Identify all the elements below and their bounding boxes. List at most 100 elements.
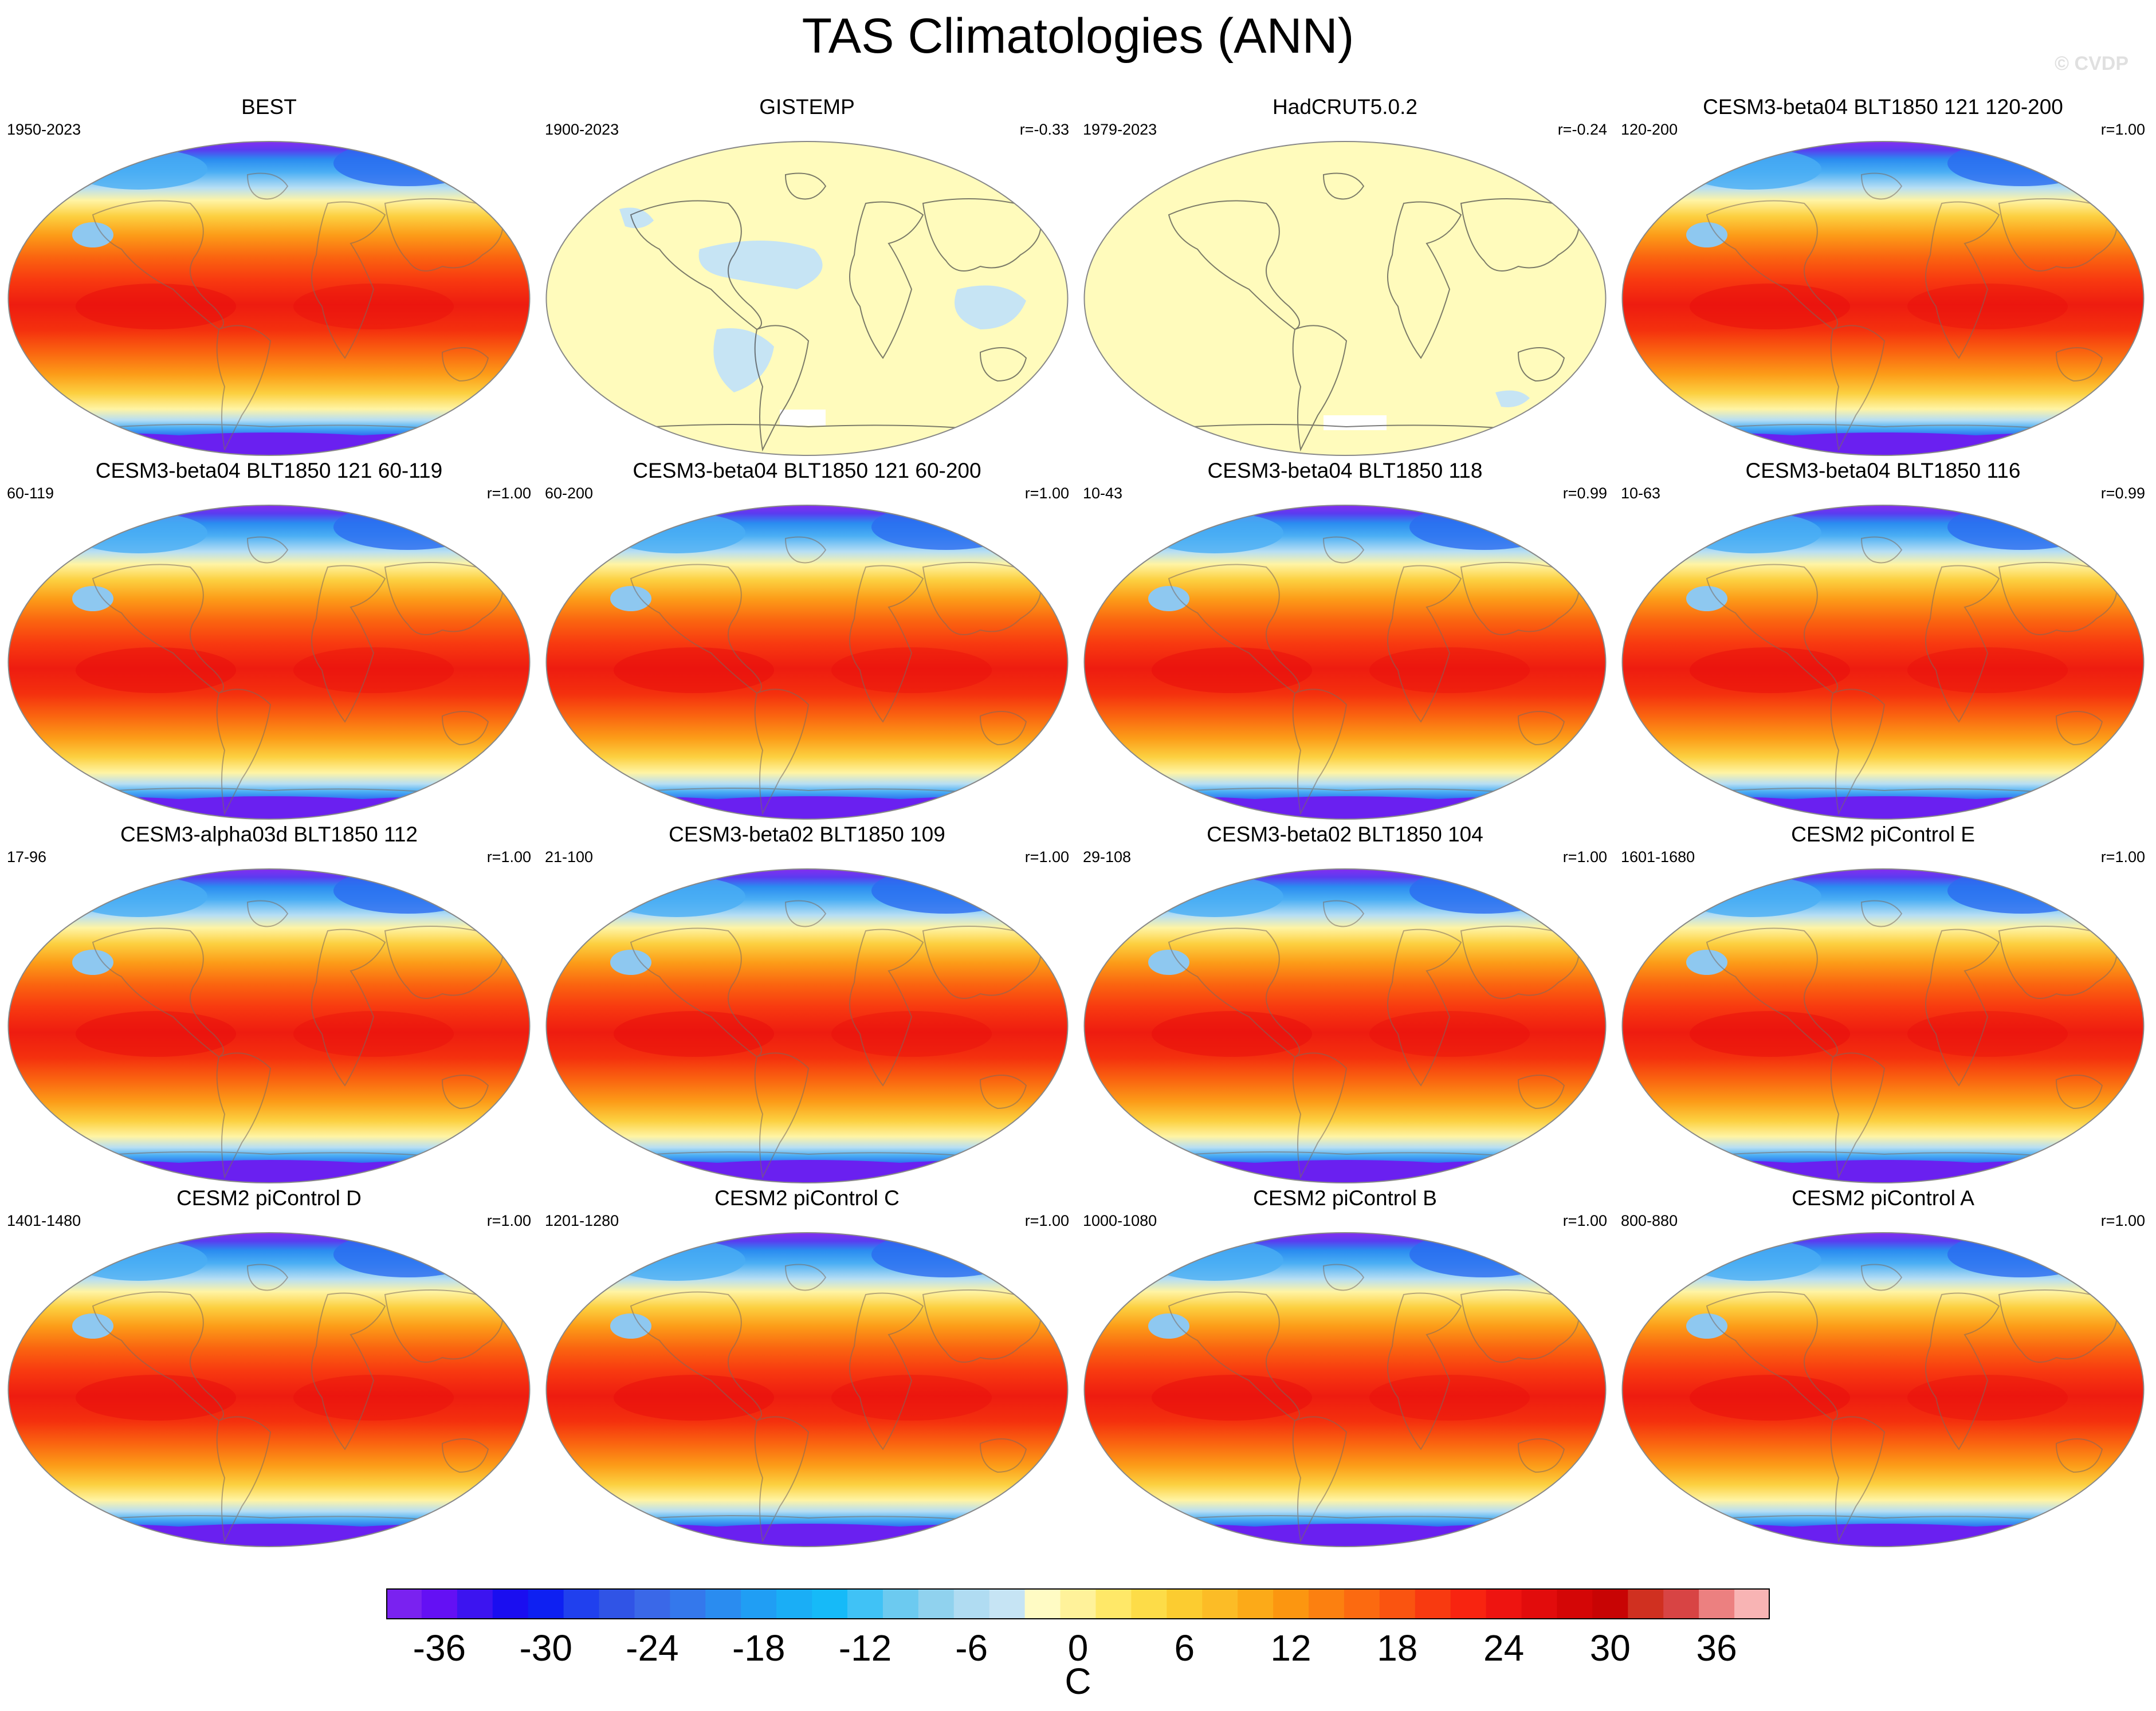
colorbar-tick: -24 bbox=[626, 1627, 679, 1669]
map-panel: CESM3-beta04 BLT1850 118 10-43 r=0.99 bbox=[1076, 458, 1614, 823]
panel-title: CESM3-beta04 BLT1850 121 60-119 bbox=[95, 459, 443, 482]
map-svg bbox=[1621, 1232, 2145, 1547]
colorbar-swatch bbox=[528, 1588, 564, 1619]
map-svg bbox=[1621, 505, 2145, 820]
panel-year-range: 60-119 bbox=[7, 485, 54, 502]
colorbar-tick: 30 bbox=[1589, 1627, 1631, 1669]
panel-title: HadCRUT5.0.2 bbox=[1273, 95, 1417, 119]
panel-year-range: 120-200 bbox=[1621, 121, 1678, 138]
colorbar-swatch bbox=[1202, 1588, 1238, 1619]
colorbar-swatch bbox=[1699, 1588, 1735, 1619]
panel-correlation: r=0.99 bbox=[2100, 485, 2145, 502]
map-panel: CESM2 piControl C 1201-1280 r=1.00 bbox=[538, 1186, 1076, 1550]
colorbar-swatch bbox=[670, 1588, 706, 1619]
map-panel: CESM3-beta02 BLT1850 109 21-100 r=1.00 bbox=[538, 822, 1076, 1186]
panel-title: CESM2 piControl D bbox=[176, 1186, 362, 1210]
panel-year-range: 1601-1680 bbox=[1621, 848, 1695, 866]
panel-year-range: 10-63 bbox=[1621, 485, 1661, 502]
map-svg bbox=[7, 141, 531, 456]
panel-year-range: 60-200 bbox=[545, 485, 594, 502]
panel-year-range: 800-880 bbox=[1621, 1212, 1678, 1229]
colorbar-swatch bbox=[1415, 1588, 1451, 1619]
map-svg bbox=[1621, 868, 2145, 1183]
robinson-map bbox=[1083, 868, 1607, 1184]
colorbar-tick-labels: -36 -30 -24 -18 -12 -6 0 6 12 18 24 30 36 bbox=[386, 1619, 1770, 1677]
colorbar-unit: C bbox=[1065, 1661, 1091, 1702]
colorbar-swatch bbox=[563, 1588, 600, 1619]
panel-title: CESM2 piControl B bbox=[1253, 1186, 1437, 1210]
map-panel: GISTEMP 1900-2023 r=-0.33 bbox=[538, 95, 1076, 459]
colorbar-swatch bbox=[1450, 1588, 1487, 1619]
map-panel: CESM3-alpha03d BLT1850 112 17-96 r=1.00 bbox=[0, 822, 538, 1186]
panel-correlation: r=1.00 bbox=[2100, 848, 2145, 866]
colorbar-swatch bbox=[1592, 1588, 1628, 1619]
map-panel: CESM3-beta04 BLT1850 121 60-119 60-119 r=1… bbox=[0, 458, 538, 823]
map-svg bbox=[545, 505, 1069, 820]
robinson-map bbox=[1621, 868, 2145, 1184]
panel-correlation: r=1.00 bbox=[2100, 121, 2145, 138]
panel-correlation: r=1.00 bbox=[486, 848, 531, 866]
panel-title: CESM2 piControl C bbox=[714, 1186, 900, 1210]
panel-correlation: r=1.00 bbox=[486, 1212, 531, 1229]
colorbar-swatch bbox=[1309, 1588, 1345, 1619]
map-svg bbox=[7, 505, 531, 820]
colorbar-tick: -12 bbox=[838, 1627, 892, 1669]
map-panel: HadCRUT5.0.2 1979-2023 r=-0.24 bbox=[1076, 95, 1614, 459]
panel-correlation: r=-0.24 bbox=[1557, 121, 1607, 138]
robinson-map bbox=[1621, 504, 2145, 820]
map-svg bbox=[545, 1232, 1069, 1547]
robinson-map bbox=[7, 868, 531, 1184]
map-panel: BEST 1950-2023 bbox=[0, 95, 538, 459]
colorbar-swatch bbox=[1557, 1588, 1593, 1619]
map-svg bbox=[1083, 505, 1607, 820]
panel-title: CESM3-beta04 BLT1850 121 60-200 bbox=[633, 459, 981, 482]
map-svg bbox=[1083, 868, 1607, 1183]
robinson-map bbox=[1083, 504, 1607, 820]
map-panel: CESM3-beta04 BLT1850 116 10-63 r=0.99 bbox=[1614, 458, 2152, 823]
colorbar-swatch bbox=[953, 1588, 990, 1619]
robinson-map bbox=[1621, 1232, 2145, 1548]
map-panel: CESM3-beta04 BLT1850 121 120-200 120-200 r… bbox=[1614, 95, 2152, 459]
colorbar-swatch bbox=[1238, 1588, 1274, 1619]
map-svg bbox=[7, 868, 531, 1183]
colorbar-tick: -6 bbox=[955, 1627, 988, 1669]
panel-title: CESM3-beta04 BLT1850 116 bbox=[1745, 459, 2021, 482]
panel-correlation: r=1.00 bbox=[2100, 1212, 2145, 1229]
panel-title: CESM2 piControl A bbox=[1792, 1186, 1974, 1210]
panel-correlation: r=0.99 bbox=[1562, 485, 1607, 502]
robinson-map bbox=[1621, 140, 2145, 457]
panel-year-range: 1950-2023 bbox=[7, 121, 81, 138]
colorbar-swatch bbox=[1628, 1588, 1664, 1619]
colorbar-swatch bbox=[634, 1588, 670, 1619]
panel-correlation: r=1.00 bbox=[1562, 1212, 1607, 1229]
colorbar-swatch bbox=[1273, 1588, 1309, 1619]
colorbar-tick: -30 bbox=[519, 1627, 572, 1669]
map-panel: CESM2 piControl B 1000-1080 r=1.00 bbox=[1076, 1186, 1614, 1550]
colorbar-tick: -36 bbox=[413, 1627, 466, 1669]
colorbar-swatch bbox=[1521, 1588, 1557, 1619]
panel-year-range: 1000-1080 bbox=[1083, 1212, 1157, 1229]
map-svg bbox=[7, 1232, 531, 1547]
colorbar-swatch bbox=[1379, 1588, 1416, 1619]
map-panel: CESM2 piControl D 1401-1480 r=1.00 bbox=[0, 1186, 538, 1550]
colorbar bbox=[386, 1588, 1770, 1619]
map-svg bbox=[1621, 141, 2145, 456]
colorbar-swatch bbox=[1024, 1588, 1061, 1619]
colorbar-swatch bbox=[599, 1588, 635, 1619]
colorbar-swatch bbox=[882, 1588, 919, 1619]
map-panel: CESM3-beta02 BLT1850 104 29-108 r=1.00 bbox=[1076, 822, 1614, 1186]
colorbar-tick: -18 bbox=[732, 1627, 786, 1669]
colorbar-swatch bbox=[1167, 1588, 1203, 1619]
colorbar-swatch bbox=[1663, 1588, 1699, 1619]
colorbar-swatch bbox=[705, 1588, 741, 1619]
panel-correlation: r=1.00 bbox=[1024, 485, 1069, 502]
colorbar-swatch bbox=[918, 1588, 955, 1619]
map-panel: CESM2 piControl A 800-880 r=1.00 bbox=[1614, 1186, 2152, 1550]
panel-correlation: r=1.00 bbox=[486, 485, 531, 502]
panel-title: CESM3-beta04 BLT1850 121 120-200 bbox=[1703, 95, 2063, 119]
panel-year-range: 1979-2023 bbox=[1083, 121, 1157, 138]
map-svg bbox=[1083, 141, 1607, 456]
colorbar-swatch bbox=[421, 1588, 458, 1619]
robinson-map bbox=[545, 140, 1069, 457]
robinson-map bbox=[545, 1232, 1069, 1548]
